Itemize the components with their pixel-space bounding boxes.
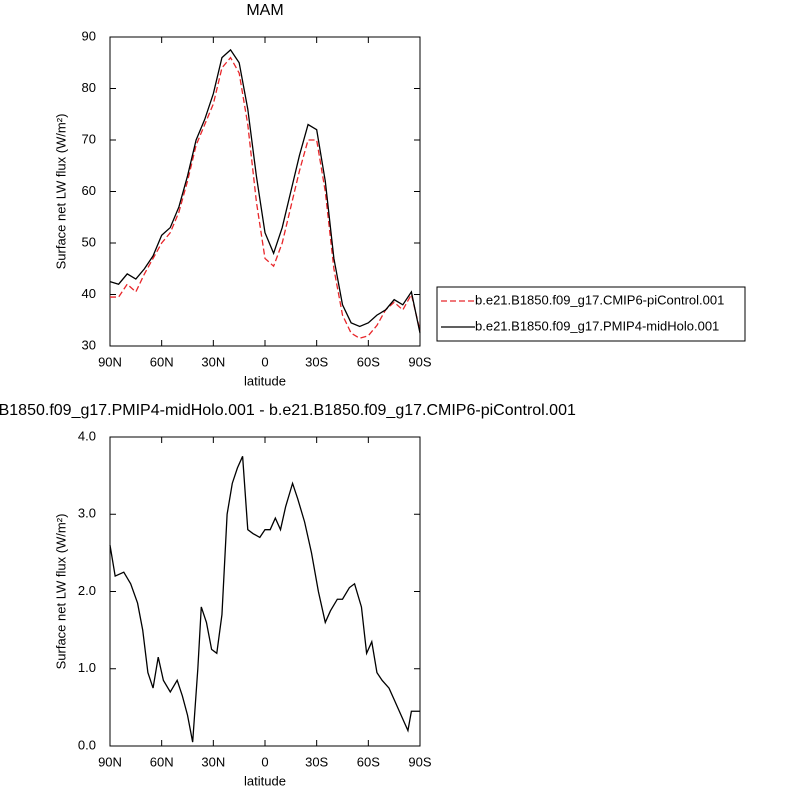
- x-tick-label: 0: [261, 754, 268, 769]
- y-tick-label: 40: [82, 286, 96, 301]
- chart-title: b.e21.B1850.f09_g17.PMIP4-midHolo.001 - …: [0, 402, 576, 419]
- x-tick-label: 30N: [201, 754, 225, 769]
- y-tick-label: 60: [82, 183, 96, 198]
- y-tick-label: 90: [82, 28, 96, 43]
- x-axis-label: latitude: [244, 773, 286, 788]
- x-tick-label: 90S: [408, 354, 431, 369]
- y-tick-label: 30: [82, 337, 96, 352]
- series-line: [109, 48, 421, 334]
- y-tick-label: 4.0: [78, 428, 96, 443]
- x-tick-label: 60S: [357, 354, 380, 369]
- x-tick-label: 90N: [98, 754, 122, 769]
- y-tick-label: 70: [82, 131, 96, 146]
- x-tick-label: 30S: [305, 754, 328, 769]
- y-tick-label: 0.0: [78, 737, 96, 752]
- y-tick-label: 1.0: [78, 660, 96, 675]
- x-tick-label: 60N: [150, 354, 174, 369]
- x-tick-label: 90S: [408, 754, 431, 769]
- y-tick-label: 50: [82, 234, 96, 249]
- legend-label: b.e21.B1850.f09_g17.CMIP6-piControl.001: [475, 292, 724, 307]
- plot-frame: [109, 36, 421, 347]
- x-tick-label: 60S: [357, 754, 380, 769]
- x-tick-label: 30N: [201, 354, 225, 369]
- x-tick-label: 90N: [98, 354, 122, 369]
- legend-label: b.e21.B1850.f09_g17.PMIP4-midHolo.001: [475, 318, 719, 333]
- plot-frame: [109, 436, 421, 747]
- x-tick-label: 0: [261, 354, 268, 369]
- y-tick-label: 2.0: [78, 583, 96, 598]
- series-line: [109, 456, 420, 743]
- y-tick-label: 3.0: [78, 506, 96, 521]
- chart-title: MAM: [246, 2, 283, 19]
- x-tick-label: 60N: [150, 754, 174, 769]
- legend-box: [436, 286, 746, 342]
- x-axis-label: latitude: [244, 373, 286, 388]
- x-tick-label: 30S: [305, 354, 328, 369]
- y-tick-label: 80: [82, 80, 96, 95]
- y-axis-label: Surface net LW flux (W/m²): [53, 514, 68, 670]
- series-line: [110, 56, 421, 339]
- y-axis-label: Surface net LW flux (W/m²): [53, 114, 68, 270]
